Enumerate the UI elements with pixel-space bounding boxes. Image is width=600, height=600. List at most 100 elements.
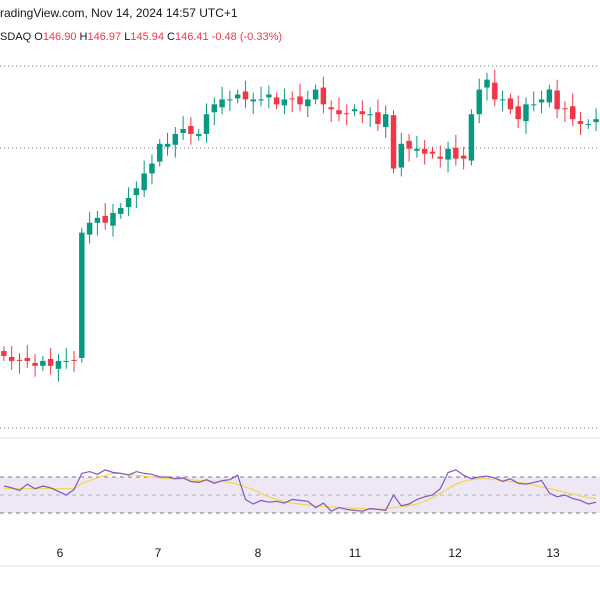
candle-body [32, 362, 38, 366]
candle-body [180, 129, 186, 133]
candle-body [266, 94, 272, 98]
candle-body [281, 99, 288, 106]
candle-body [102, 215, 108, 223]
candle-body [328, 107, 334, 110]
candle-body [297, 96, 303, 105]
close-value: 146.41 [175, 31, 209, 43]
candle-body [351, 109, 358, 112]
candle-body [336, 110, 342, 115]
x-tick-label: 7 [155, 546, 162, 560]
source-line: radingView.com, Nov 14, 2024 14:57 UTC+1 [0, 6, 238, 20]
candle-body [86, 222, 93, 235]
candle-body [507, 98, 514, 110]
candle-body [157, 143, 163, 162]
candle-body [406, 140, 412, 149]
candle-body [344, 113, 350, 115]
candle-body [203, 114, 210, 134]
candle-body [554, 90, 560, 110]
candle-body [8, 356, 15, 361]
rsi-ma-line [3, 472, 597, 510]
candle-body [484, 79, 490, 88]
candle-body [570, 106, 576, 120]
candle-body [250, 99, 256, 102]
high-label: H [79, 31, 88, 43]
candle-body [71, 359, 77, 361]
candle-body [63, 360, 69, 362]
candle-body [94, 217, 101, 223]
candle-body [79, 232, 85, 358]
candle-body [195, 133, 202, 136]
candle-body [367, 114, 373, 116]
candle-body [359, 111, 366, 115]
candle-body [234, 94, 241, 99]
change-value: -0.48 (-0.33%) [211, 31, 283, 43]
x-tick-label: 8 [255, 546, 262, 560]
candle-body [398, 143, 405, 168]
candle-body [546, 89, 553, 103]
candle-body [312, 89, 319, 100]
candle-body [118, 207, 124, 214]
open-value: 146.90 [42, 31, 77, 43]
candle-body [16, 359, 23, 361]
exchange-label: SDAQ [0, 31, 32, 43]
candle-body [164, 143, 171, 147]
candle-body [468, 114, 475, 161]
ohlc-legend: SDAQ O146.90 H146.97 L145.94 C146.41 -0.… [0, 31, 282, 43]
candle-body [499, 99, 506, 101]
x-tick-label: 12 [448, 546, 462, 560]
x-tick-label: 6 [57, 546, 64, 560]
candle-body [40, 360, 46, 366]
candle-body [429, 151, 436, 154]
candle-body [242, 91, 249, 100]
candle-body [515, 106, 521, 120]
close-label: C [167, 31, 175, 43]
candle-body [593, 119, 599, 123]
candle-body [320, 87, 327, 105]
x-tick-label: 11 [349, 546, 362, 560]
candle-body [382, 114, 389, 128]
chart-header: radingView.com, Nov 14, 2024 14:57 UTC+1… [0, 0, 600, 50]
candle-body [492, 82, 498, 100]
low-label: L [124, 31, 131, 43]
candle-body [47, 358, 54, 366]
candle-body [125, 198, 132, 207]
candle-body [445, 148, 451, 160]
open-label: O [34, 31, 43, 43]
candle-body [55, 360, 62, 369]
candle-body [149, 163, 155, 174]
candle-body [188, 126, 194, 134]
candle-body [577, 121, 584, 125]
candle-body [414, 148, 420, 151]
candle-body [460, 155, 467, 159]
candle-body [211, 104, 218, 113]
candle-body [437, 156, 443, 159]
candle-body [24, 357, 30, 361]
candle-body [172, 133, 179, 145]
low-value: 145.94 [130, 31, 164, 43]
candle-body [273, 97, 280, 105]
x-tick-label: 13 [546, 546, 560, 560]
candle-body [219, 99, 225, 108]
candle-body [289, 98, 295, 100]
candle-body [1, 351, 7, 356]
candle-body [258, 99, 264, 101]
candle-body [133, 188, 140, 196]
candle-body [375, 112, 381, 125]
candle-body [227, 99, 233, 101]
candle-body [562, 108, 568, 110]
candle-body [305, 99, 311, 107]
candle-body [110, 212, 116, 226]
rsi-line [3, 469, 597, 512]
candle-body [141, 173, 147, 191]
candle-body [453, 147, 459, 159]
candle-body [476, 89, 482, 115]
candle-body [538, 99, 545, 103]
candle-body [421, 148, 428, 154]
candle-body [531, 104, 537, 106]
candle-body [523, 104, 529, 122]
high-value: 146.97 [87, 31, 122, 43]
candle-body [585, 124, 592, 126]
candle-body [390, 115, 397, 169]
